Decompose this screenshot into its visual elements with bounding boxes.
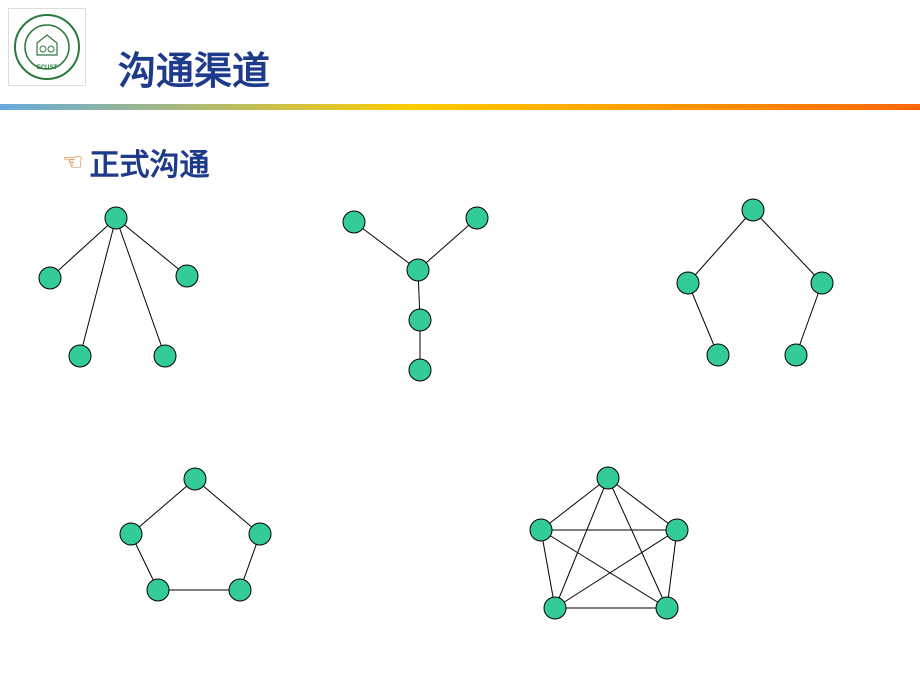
node xyxy=(597,467,619,489)
edge xyxy=(608,478,667,608)
node xyxy=(407,259,429,281)
node xyxy=(154,345,176,367)
node xyxy=(176,265,198,287)
diagram-chain xyxy=(677,199,833,366)
node xyxy=(530,519,552,541)
node xyxy=(69,345,91,367)
edge xyxy=(418,218,477,270)
node xyxy=(409,359,431,381)
node xyxy=(120,523,142,545)
node xyxy=(742,199,764,221)
node xyxy=(184,468,206,490)
edge xyxy=(608,478,677,530)
diagram-wheel xyxy=(39,207,198,367)
diagram-y-shape xyxy=(343,207,488,381)
node xyxy=(466,207,488,229)
edge xyxy=(80,218,116,356)
diagram-all-channel xyxy=(530,467,688,619)
node xyxy=(409,309,431,331)
edge xyxy=(50,218,116,278)
edge xyxy=(555,530,677,608)
node xyxy=(677,272,699,294)
node xyxy=(39,267,61,289)
node xyxy=(811,272,833,294)
network-diagrams xyxy=(0,0,920,690)
edge xyxy=(555,478,608,608)
edge xyxy=(131,479,195,534)
node xyxy=(147,579,169,601)
edge xyxy=(195,479,260,534)
node xyxy=(666,519,688,541)
diagram-circle xyxy=(120,468,271,601)
edge xyxy=(541,478,608,530)
node xyxy=(544,597,566,619)
node xyxy=(785,344,807,366)
node xyxy=(656,597,678,619)
node xyxy=(707,344,729,366)
node xyxy=(343,211,365,233)
node xyxy=(229,579,251,601)
edge xyxy=(354,222,418,270)
edge xyxy=(116,218,165,356)
edge xyxy=(667,530,677,608)
node xyxy=(105,207,127,229)
node xyxy=(249,523,271,545)
edge xyxy=(688,210,753,283)
edge xyxy=(688,283,718,355)
edge xyxy=(753,210,822,283)
edge xyxy=(541,530,555,608)
